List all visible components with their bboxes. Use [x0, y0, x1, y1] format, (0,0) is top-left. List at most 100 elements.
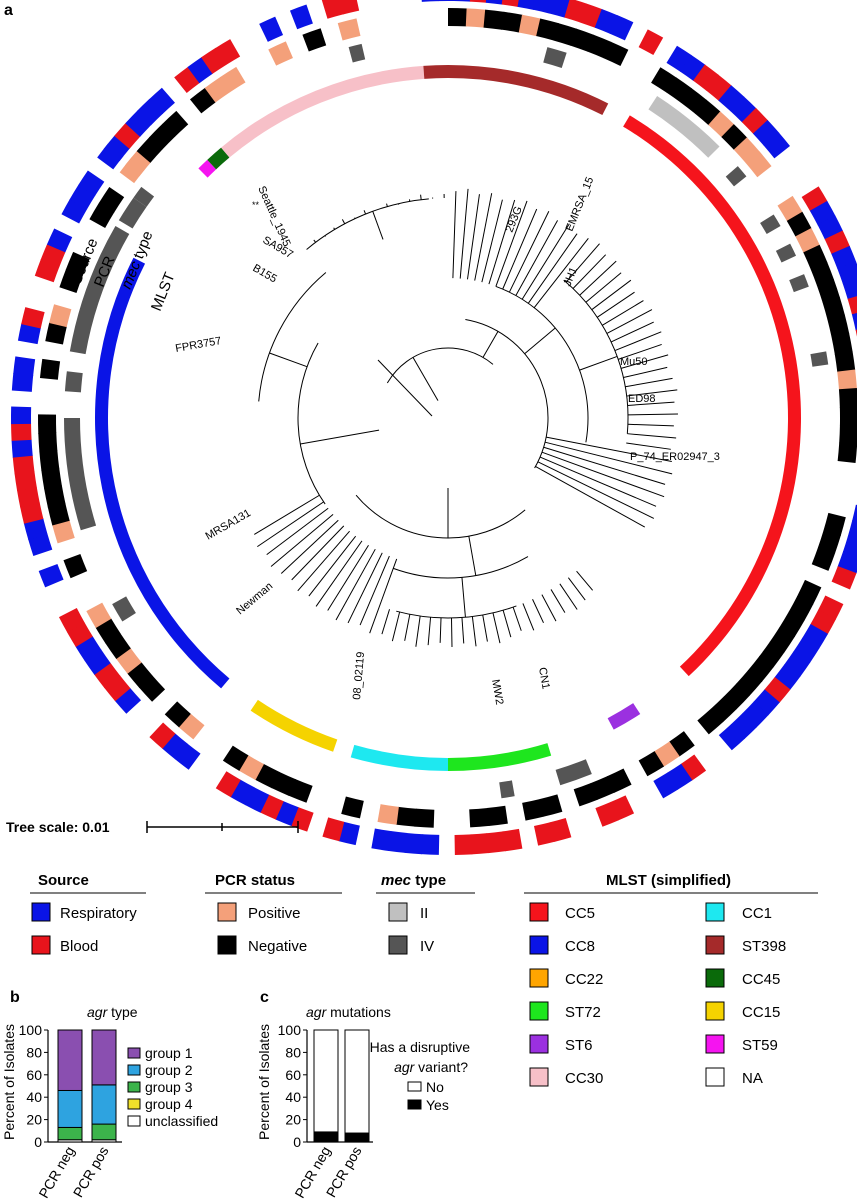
source-segment — [774, 664, 801, 691]
pcr-segment — [553, 23, 577, 46]
taxon-label: Newman — [234, 580, 275, 617]
source-segment — [34, 259, 60, 283]
source-segment — [802, 623, 828, 649]
legend-source-title: Source — [38, 872, 89, 889]
source-segment — [148, 87, 175, 115]
source-segment — [851, 312, 857, 331]
legend-label-cc15: CC15 — [742, 1004, 780, 1021]
pcr-segment — [86, 602, 112, 628]
legend-label-negative: Negative — [248, 938, 307, 955]
legend-swatch-st72 — [529, 1001, 549, 1021]
bar-segment — [344, 1029, 370, 1134]
y-tick-label: 100 — [19, 1022, 43, 1038]
legend-swatch-st6 — [529, 1034, 549, 1054]
pcr-segment — [164, 701, 191, 728]
panel-label-c: c — [260, 989, 269, 1006]
source-segment — [11, 373, 34, 392]
legend-label-st398: ST398 — [742, 938, 786, 955]
pcr-segment — [52, 520, 75, 544]
legend-swatch-blood — [31, 935, 51, 955]
source-segment — [609, 15, 634, 41]
source-segment — [564, 0, 587, 23]
pcr-segment — [810, 261, 835, 286]
legend-label-variant: Yes — [426, 1097, 449, 1113]
legend-swatch-cc30 — [529, 1067, 549, 1087]
pcr-segment — [518, 14, 541, 37]
source-segment — [831, 566, 857, 590]
pcr-segment — [638, 751, 665, 777]
pcr-segment — [47, 502, 70, 526]
pcr-segment — [822, 296, 845, 320]
source-segment — [321, 0, 344, 19]
chart-c-title: agr mutations — [306, 1004, 391, 1020]
pcr-segment — [222, 745, 249, 771]
source-segment — [75, 635, 102, 662]
taxon-label: CN1 — [536, 666, 552, 690]
taxon-label: B155 — [251, 262, 279, 285]
taxon-labels: Seattle_1945 293G EMRSA_15JH1SA957B155FPR3… — [174, 175, 719, 705]
source-segment — [548, 0, 571, 18]
bar-segment — [57, 1126, 83, 1141]
pcr-segment — [839, 424, 857, 445]
pcr-segment — [395, 806, 417, 827]
pcr-segment — [570, 28, 595, 52]
source-segment — [517, 0, 537, 10]
pcr-segment — [603, 41, 629, 66]
legend-label-agr: group 3 — [145, 1079, 193, 1095]
pcr-segment — [465, 8, 486, 28]
source-segment — [763, 132, 790, 159]
pcr-segment — [823, 512, 846, 536]
bar-segment — [91, 1123, 117, 1141]
bar-segment — [91, 1084, 117, 1125]
source-segment — [14, 470, 37, 491]
legend-swatch-cc22 — [529, 968, 549, 988]
source-segment — [653, 772, 679, 799]
mlst-segment-st72 — [448, 743, 552, 771]
mec-segment — [810, 351, 829, 367]
source-segment — [730, 712, 758, 740]
mec-segment — [112, 596, 136, 622]
source-segment — [125, 110, 152, 137]
taxon-label: FPR3757 — [174, 335, 222, 355]
y-tick-label: 80 — [285, 1044, 301, 1060]
source-segment — [322, 817, 345, 842]
legend-label-variant: No — [426, 1079, 444, 1095]
source-segment — [793, 637, 820, 663]
bar-segment — [57, 1029, 83, 1091]
source-segment — [533, 822, 556, 846]
legend-swatch-cc15 — [705, 1001, 725, 1021]
pcr-segment — [839, 406, 857, 426]
source-segment — [103, 135, 130, 162]
annotation-rings — [11, 0, 857, 855]
source-segment — [104, 675, 131, 702]
mec-segment — [555, 759, 592, 786]
source-segment — [94, 662, 121, 689]
source-segment — [11, 439, 33, 458]
pcr-segment — [49, 304, 72, 328]
legend-label-cc5: CC5 — [565, 905, 595, 922]
source-segment — [501, 0, 520, 7]
source-segment — [679, 54, 706, 82]
pcr-segment — [536, 18, 559, 41]
pcr-segment — [38, 432, 58, 453]
source-segment — [454, 834, 473, 855]
source-segment — [421, 834, 440, 855]
pcr-segment — [795, 228, 820, 253]
mlst-segment-st6 — [607, 703, 641, 730]
source-segment — [259, 16, 284, 42]
legend-swatch-positive — [217, 902, 237, 922]
source-segment — [338, 821, 360, 846]
pcr-segment — [788, 595, 814, 622]
legend-label-cc45: CC45 — [742, 971, 780, 988]
legend-swatch-variant — [407, 1081, 422, 1092]
taxon-label: MRSA131 — [204, 507, 253, 542]
source-segment — [847, 296, 857, 316]
pcr-segment — [63, 553, 88, 579]
y-tick-label: 0 — [293, 1134, 301, 1150]
pcr-segment — [811, 546, 836, 571]
legend-source: Source Respiratory Blood — [30, 872, 146, 955]
pcr-segment — [39, 358, 61, 380]
legend-label-blood: Blood — [60, 938, 98, 955]
source-segment — [610, 795, 635, 821]
